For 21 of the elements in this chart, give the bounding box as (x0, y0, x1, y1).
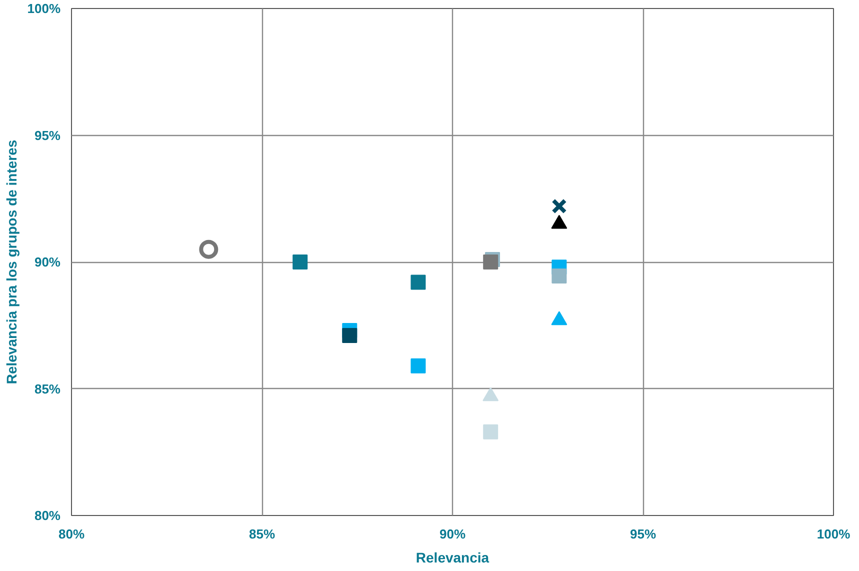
point (410, 358, 426, 374)
y-tick-label: 95% (34, 128, 61, 143)
x-tick-label: 80% (58, 526, 85, 542)
point (552, 268, 567, 284)
point (483, 254, 498, 270)
point (342, 328, 358, 344)
point (292, 254, 308, 270)
y-tick-label: 100% (27, 1, 61, 16)
y-tick-label: 85% (34, 381, 61, 396)
point (410, 274, 426, 290)
point (552, 198, 567, 214)
x-axis-title: Relevancia (416, 550, 490, 566)
x-tick-label: 100% (816, 526, 851, 542)
x-tick-label: 90% (439, 526, 466, 542)
x-tick-label: 95% (630, 526, 656, 542)
point (483, 424, 498, 440)
y-axis-title: Relevancia pra los grupos de interes (3, 140, 20, 384)
x-tick-label: 85% (248, 526, 276, 542)
point (199, 240, 218, 259)
y-tick-label: 80% (34, 508, 61, 523)
y-tick-label: 90% (34, 254, 61, 270)
